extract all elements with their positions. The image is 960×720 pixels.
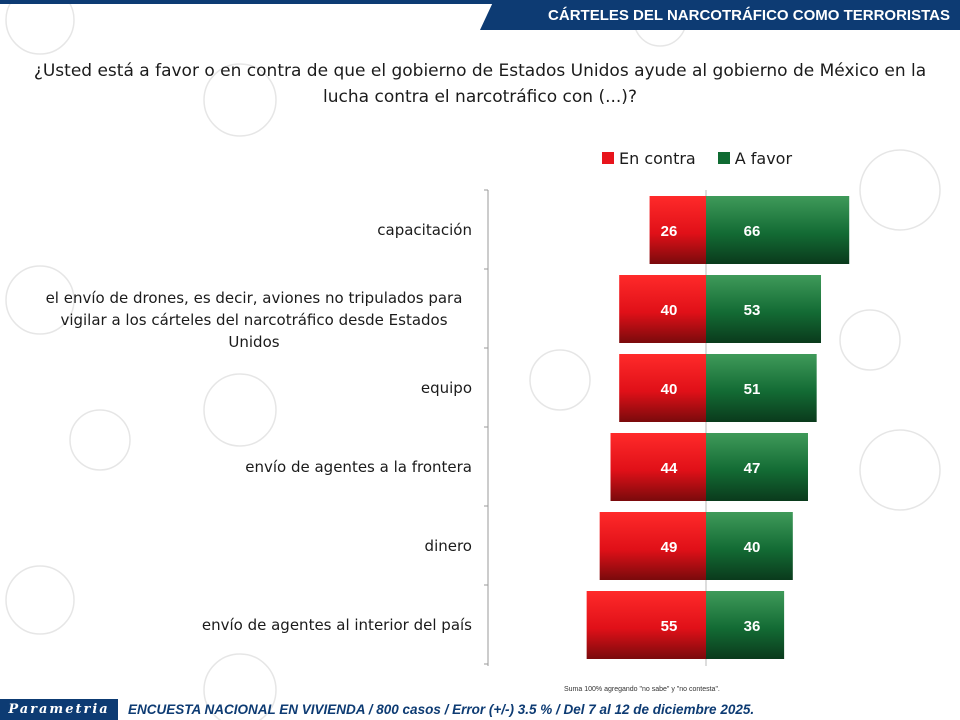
category-label: el envío de drones, es decir, aviones no…	[45, 289, 463, 351]
bar-en-contra	[610, 433, 706, 501]
header-bar	[0, 0, 960, 4]
data-label-en-contra: 40	[661, 381, 678, 398]
bar-a-favor	[706, 512, 793, 580]
data-label-a-favor: 47	[744, 460, 761, 477]
legend-label-favor: A favor	[734, 148, 793, 168]
bar-a-favor	[706, 275, 822, 343]
data-label-a-favor: 66	[744, 223, 761, 240]
legend-item-favor: A favor	[717, 148, 793, 168]
category-label: equipo	[420, 379, 472, 397]
bar-en-contra	[619, 275, 706, 343]
data-label-en-contra: 44	[661, 460, 678, 477]
data-label-en-contra: 49	[661, 539, 678, 556]
data-label-a-favor: 53	[744, 302, 761, 319]
slide-title: CÁRTELES DEL NARCOTRÁFICO COMO TERRORIST…	[480, 0, 960, 30]
bar-a-favor	[706, 591, 785, 659]
category-label: dinero	[424, 537, 472, 555]
legend-swatch-favor	[717, 152, 730, 164]
data-label-a-favor: 51	[744, 381, 761, 398]
data-label-a-favor: 36	[744, 618, 761, 635]
bar-en-contra	[586, 591, 706, 659]
bar-a-favor	[706, 354, 817, 422]
category-label: envío de agentes al interior del país	[201, 616, 472, 634]
data-label-en-contra: 26	[661, 223, 678, 240]
legend-swatch-contra	[602, 152, 614, 164]
legend-item-contra: En contra	[602, 149, 696, 168]
parametria-logo: Parametria	[0, 699, 118, 720]
category-label: capacitación	[377, 221, 472, 239]
legend-label-contra: En contra	[619, 148, 696, 168]
bar-en-contra	[649, 196, 706, 264]
footnote: Suma 100% agregando "no sabe" y "no cont…	[564, 686, 720, 693]
bar-a-favor	[706, 196, 850, 264]
data-label-en-contra: 40	[661, 302, 678, 319]
category-label: envío de agentes a la frontera	[245, 458, 472, 476]
bar-en-contra	[599, 512, 706, 580]
data-label-en-contra: 55	[661, 618, 678, 635]
data-label-a-favor: 40	[744, 539, 761, 556]
chart-legend: En contra A favor	[602, 148, 814, 168]
bar-a-favor	[706, 433, 808, 501]
survey-methodology: ENCUESTA NACIONAL EN VIVIENDA / 800 caso…	[128, 702, 755, 717]
survey-question: ¿Usted está a favor o en contra de que e…	[33, 61, 927, 107]
bar-en-contra	[619, 354, 706, 422]
